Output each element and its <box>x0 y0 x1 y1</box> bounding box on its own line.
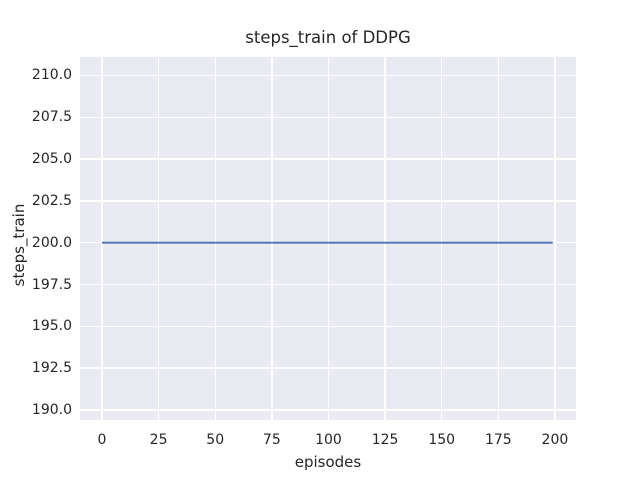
y-tick-label: 192.5 <box>31 360 72 377</box>
y-gridline <box>80 325 576 327</box>
x-tick-label: 0 <box>97 432 107 448</box>
x-tick-label: 175 <box>484 432 512 448</box>
x-tick-label: 100 <box>315 432 342 448</box>
y-gridline <box>80 367 576 369</box>
x-tick-label: 200 <box>541 432 569 448</box>
y-gridline <box>80 409 576 411</box>
x-tick-label: 50 <box>206 432 225 448</box>
x-gridline <box>271 57 273 420</box>
series-plot <box>101 241 553 244</box>
y-tick-label: 207.5 <box>31 109 72 126</box>
x-gridline <box>554 57 556 420</box>
x-gridline <box>101 57 103 420</box>
x-tick-label: 125 <box>371 432 399 448</box>
y-gridline <box>80 74 576 77</box>
y-gridline <box>80 116 576 118</box>
y-gridline <box>80 200 576 202</box>
y-tick-label: 205.0 <box>31 151 72 168</box>
y-axis-label: steps_train <box>9 203 28 287</box>
y-gridline <box>80 158 576 160</box>
y-tick-label: 195.0 <box>31 318 72 335</box>
y-tick-label: 210.0 <box>31 67 72 84</box>
x-tick-label: 150 <box>428 432 456 448</box>
y-gridline <box>80 283 576 286</box>
plot-area <box>80 57 576 420</box>
x-tick-label: 25 <box>149 432 168 448</box>
x-gridline <box>497 57 499 420</box>
x-tick-label: 75 <box>262 432 281 448</box>
y-tick-label: 190.0 <box>31 401 72 418</box>
chart-title: steps_train of DDPG <box>245 28 411 47</box>
x-axis-label: episodes <box>294 453 362 471</box>
x-gridline <box>440 57 443 420</box>
x-gridline <box>327 57 330 420</box>
x-gridline <box>157 57 160 420</box>
x-gridline <box>384 57 386 420</box>
x-gridline <box>214 57 216 420</box>
